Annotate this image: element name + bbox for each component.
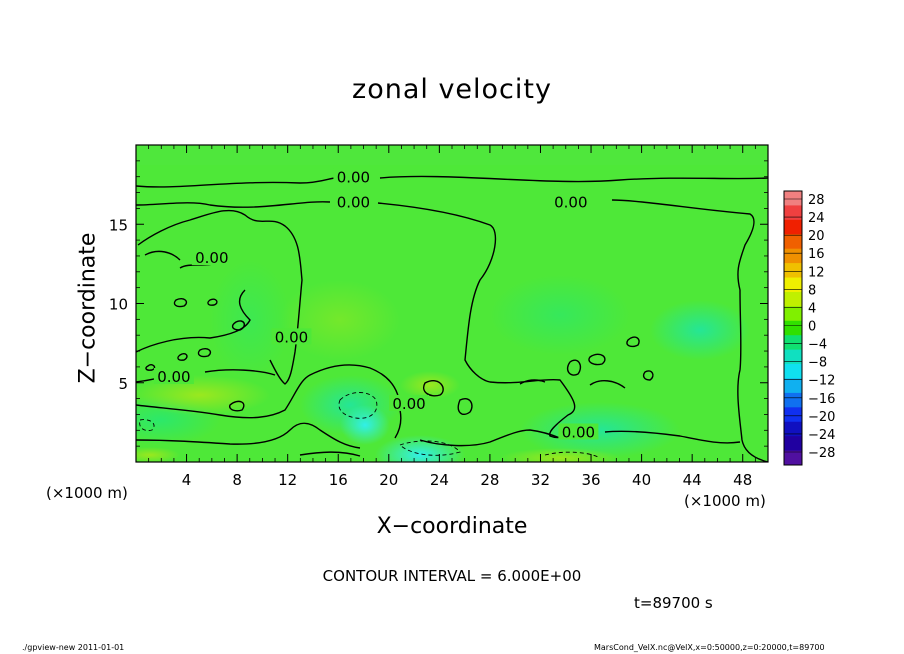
contour-label-bg [389, 394, 430, 411]
x-axis-label-text: X−coordinate [376, 514, 528, 539]
contour-label: 0.00 [337, 168, 370, 186]
footer-right: MarsCond_VelX.nc@VelX,x=0:50000,z=0:2000… [594, 643, 825, 652]
x-tick-label: 24 [430, 471, 449, 489]
colorbar-swatch [784, 349, 802, 365]
colorbar-swatch [784, 205, 802, 221]
colorbar-swatch [784, 320, 802, 336]
colorbar-swatch [784, 335, 802, 351]
colorbar-swatch [784, 263, 802, 279]
colorbar-label: 4 [808, 301, 816, 316]
y-axis: 5 10 15 [109, 160, 768, 447]
colorbar-swatch [784, 277, 802, 293]
contour-label-bg [333, 168, 374, 185]
x-tick-label: 12 [278, 471, 297, 489]
contour-label: 0.00 [195, 249, 228, 267]
y-axis-label: Z−coordinate [75, 232, 101, 384]
x-tick-label: 36 [581, 471, 600, 489]
colorbar-swatch [784, 378, 802, 394]
colorbar-label: 28 [808, 193, 825, 208]
velocity-field: 0.00 0.00 0.00 0.00 0.00 0.00 0.00 0.00 [136, 145, 768, 462]
contour-label-bg [550, 193, 591, 210]
colorbar-swatch [784, 234, 802, 250]
colorbar-label: 16 [808, 247, 825, 262]
contour-label-bg [191, 249, 232, 266]
x-axis-label: X−coordinate [0, 514, 904, 539]
y-tick-label: 10 [109, 296, 128, 314]
contour-label-bg [333, 193, 374, 210]
contour-label-bg [153, 367, 194, 384]
contour-label: 0.00 [337, 194, 370, 212]
colorbar-label: 20 [808, 229, 825, 244]
colorbar-label: −28 [808, 446, 835, 461]
colorbar-swatch [784, 306, 802, 322]
colorbar: 28 24 20 16 12 8 4 0 −4 −8 −12 −16 −20 −24 −28 [783, 190, 835, 466]
colorbar-swatch [784, 436, 802, 452]
contour-interval: CONTOUR INTERVAL = 6.000E+00 [322, 567, 582, 585]
x-tick-label: 4 [182, 471, 192, 489]
colorbar-label: −16 [808, 392, 835, 407]
footer-left: ./gpview-new 2011-01-01 [22, 643, 125, 652]
x-tick-label: 28 [480, 471, 499, 489]
negative-contours [139, 392, 601, 459]
contour-label: 0.00 [392, 395, 425, 413]
chart-title: zonal velocity [352, 74, 552, 105]
colorbar-swatch [784, 450, 802, 466]
x-unit-right: (×1000 m) [684, 492, 766, 510]
contour-label: 0.00 [157, 368, 190, 386]
colorbar-label: −4 [808, 338, 827, 353]
contour-label: 0.00 [275, 328, 308, 346]
x-tick-label: 44 [683, 471, 702, 489]
contour-labels: 0.00 0.00 0.00 0.00 0.00 0.00 0.00 0.00 [153, 168, 599, 441]
x-unit-left: (×1000 m) [46, 484, 128, 502]
contour-lines [136, 175, 768, 462]
colorbar-swatch [784, 291, 802, 307]
contour-label-bg [558, 423, 599, 440]
colorbar-swatch [784, 364, 802, 379]
time-stamp: t=89700 s [634, 594, 713, 612]
colorbar-swatch [784, 392, 802, 408]
colorbar-swatch [784, 421, 802, 437]
x-tick-label: 20 [379, 471, 398, 489]
y-tick-label: 15 [109, 216, 128, 234]
x-axis: 4 8 12 16 20 24 28 32 36 40 44 48 [148, 145, 756, 489]
x-tick-label: 8 [232, 471, 242, 489]
colorbar-label: 8 [808, 283, 816, 298]
colorbar-swatch [784, 219, 802, 235]
colorbar-label: −12 [808, 374, 835, 389]
colorbar-label: −8 [808, 356, 827, 371]
colorbar-frame [783, 190, 803, 466]
colorbar-label: 24 [808, 211, 825, 226]
contour-label: 0.00 [554, 194, 587, 212]
colorbar-swatch [784, 407, 802, 423]
y-tick-label: 5 [118, 375, 128, 393]
x-tick-label: 16 [329, 471, 348, 489]
x-tick-label: 32 [531, 471, 550, 489]
colorbar-swatch [784, 248, 802, 264]
colorbar-label: 12 [808, 265, 825, 280]
contour-label-bg [271, 328, 312, 345]
colorbar-swatch [784, 191, 802, 206]
colorbar-label: 0 [808, 320, 816, 335]
contour-label: 0.00 [562, 423, 595, 441]
x-tick-label: 40 [632, 471, 651, 489]
x-tick-label: 48 [733, 471, 752, 489]
colorbar-label: −24 [808, 428, 835, 443]
colorbar-label: −20 [808, 410, 835, 425]
